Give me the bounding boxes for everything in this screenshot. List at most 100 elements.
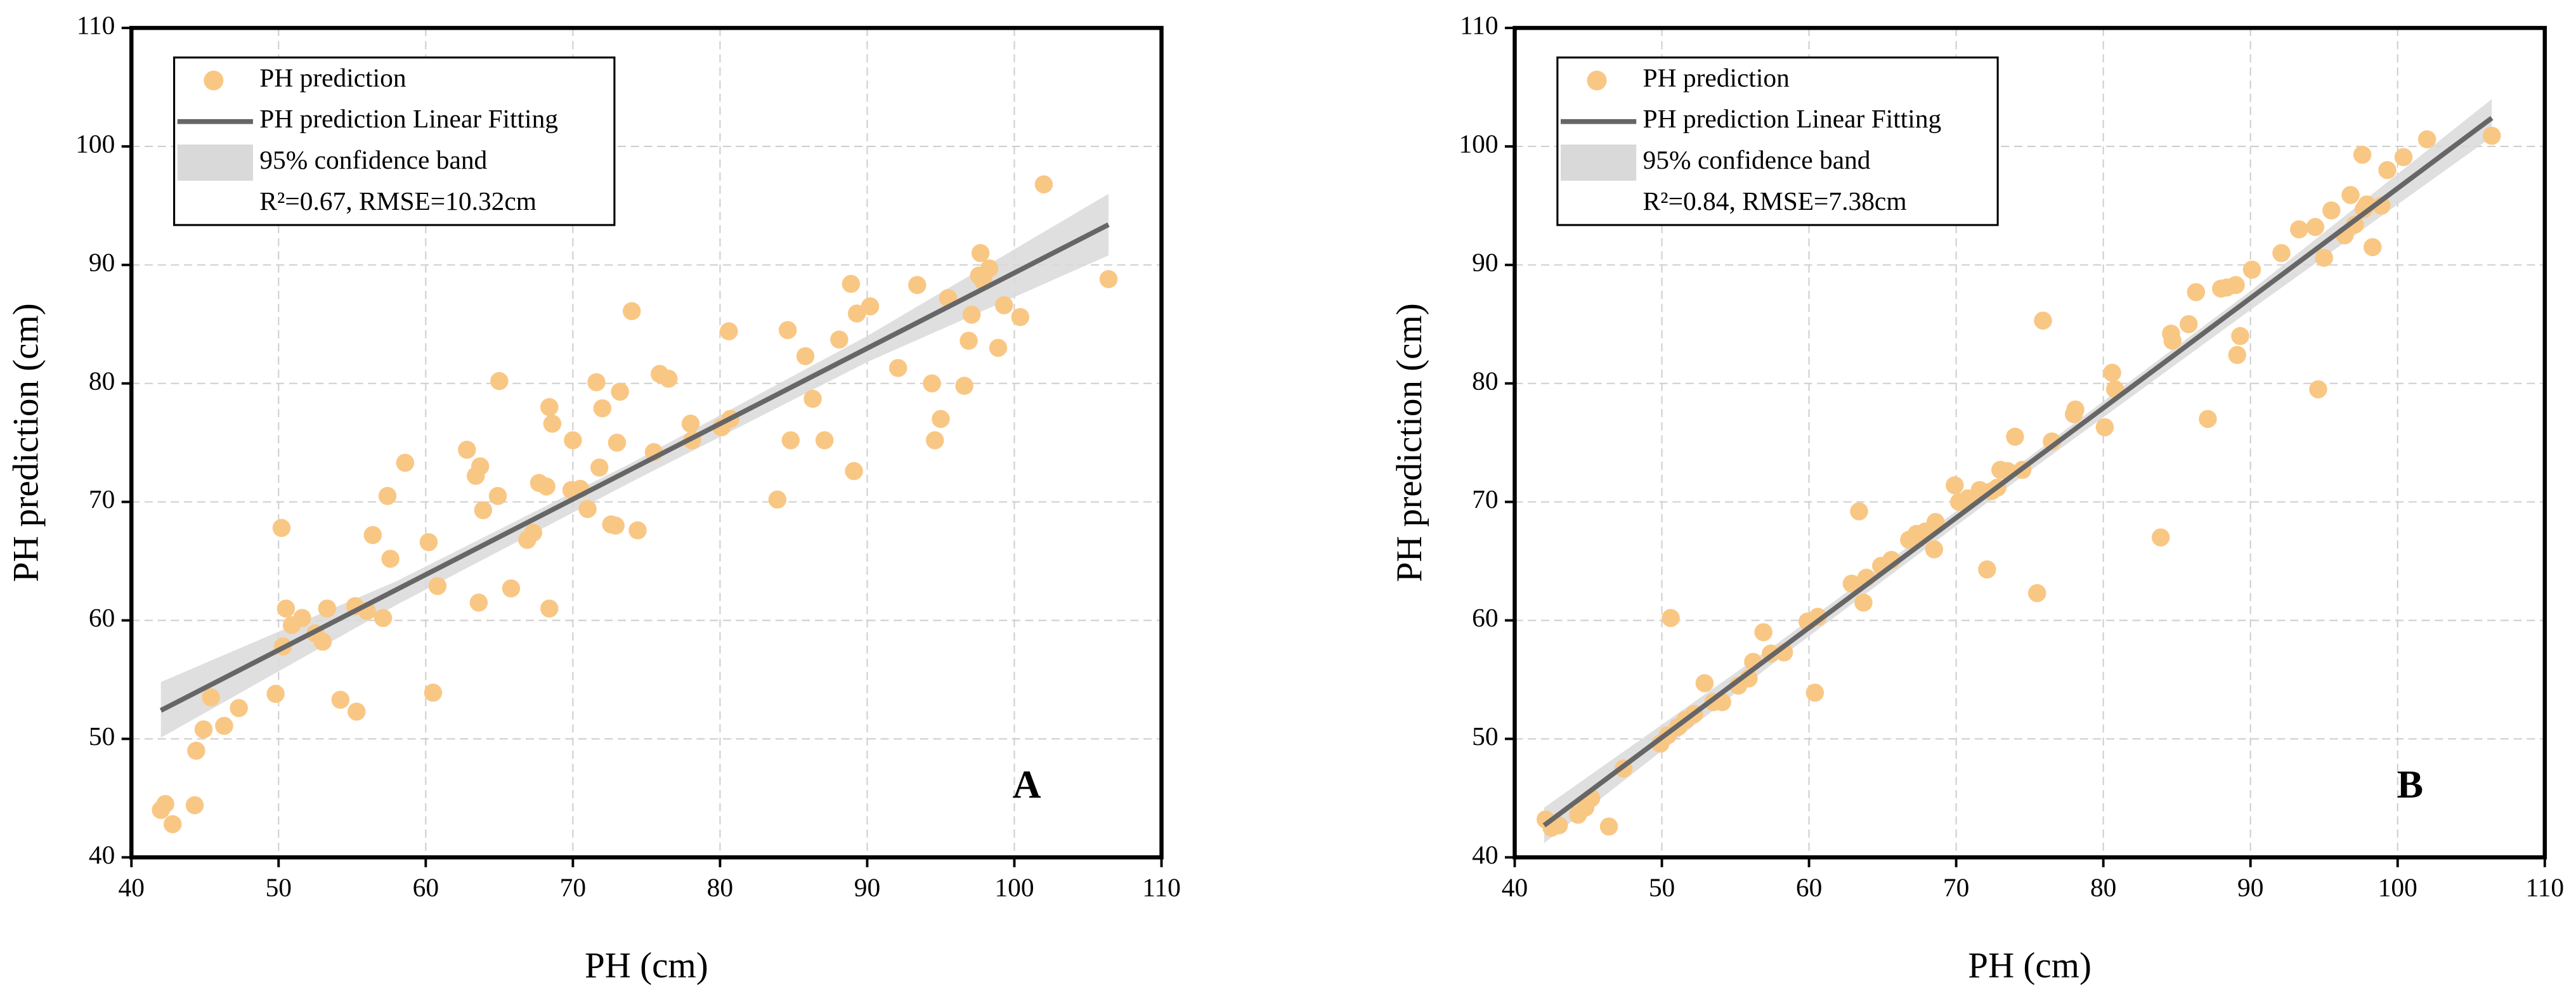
data-point bbox=[2103, 363, 2121, 382]
data-point bbox=[989, 339, 1008, 357]
x-tick-label: 50 bbox=[266, 873, 292, 902]
fit-line bbox=[159, 222, 1110, 713]
data-point bbox=[622, 302, 641, 320]
data-point bbox=[1850, 502, 1868, 521]
x-tick-label: 60 bbox=[413, 873, 439, 902]
data-point bbox=[590, 458, 609, 477]
data-point bbox=[2306, 217, 2325, 236]
data-point bbox=[488, 487, 507, 505]
data-point bbox=[2006, 427, 2024, 446]
data-point bbox=[2482, 126, 2501, 145]
data-point bbox=[925, 431, 944, 449]
data-point bbox=[720, 322, 738, 340]
data-point bbox=[363, 526, 382, 545]
data-point bbox=[374, 609, 393, 628]
data-point bbox=[1695, 674, 1714, 692]
data-point bbox=[1978, 560, 1996, 579]
annotation: R²=0.67, RMSE=10.32cm bbox=[259, 186, 537, 216]
data-point bbox=[2228, 346, 2247, 365]
data-point bbox=[681, 415, 700, 433]
data-point bbox=[419, 533, 438, 552]
data-point bbox=[2315, 249, 2333, 267]
data-point bbox=[606, 516, 625, 535]
legend-box bbox=[173, 56, 616, 226]
data-point bbox=[2199, 410, 2217, 429]
data-point bbox=[1809, 607, 1827, 626]
y-tick-label: 70 bbox=[89, 484, 115, 514]
y-tick-label: 50 bbox=[89, 721, 115, 751]
x-tick-label: 80 bbox=[707, 873, 733, 902]
y-tick-label: 60 bbox=[1472, 603, 1498, 632]
legend-box bbox=[1556, 56, 1999, 226]
data-point bbox=[272, 519, 291, 538]
data-point bbox=[778, 321, 797, 339]
y-tick-label: 90 bbox=[1472, 247, 1498, 276]
data-point bbox=[2394, 148, 2413, 167]
data-point bbox=[980, 259, 999, 278]
x-tick-label: 70 bbox=[560, 873, 586, 902]
data-point bbox=[923, 374, 941, 393]
x-tick-label: 90 bbox=[854, 873, 880, 902]
data-point bbox=[1099, 270, 1118, 288]
plot-frame bbox=[1512, 25, 2547, 860]
legend-label: PH prediction Linear Fitting bbox=[1643, 104, 1942, 133]
data-point bbox=[587, 373, 606, 392]
data-point bbox=[1754, 623, 1773, 642]
panel-label: B bbox=[2397, 763, 2423, 806]
y-tick-label: 110 bbox=[1460, 11, 1499, 40]
y-axis-label: PH prediction (cm) bbox=[1389, 303, 1429, 582]
y-axis-label: PH prediction (cm) bbox=[6, 303, 46, 582]
data-point bbox=[524, 523, 542, 542]
data-point bbox=[2322, 201, 2341, 220]
x-axis-label: PH (cm) bbox=[1968, 946, 2091, 986]
data-point bbox=[1034, 175, 1053, 194]
x-tick-label: 90 bbox=[2237, 873, 2263, 902]
data-point bbox=[163, 815, 182, 834]
legend-marker bbox=[1587, 70, 1607, 91]
data-point bbox=[540, 599, 559, 618]
data-point bbox=[2272, 243, 2291, 262]
data-point bbox=[803, 389, 822, 408]
data-point bbox=[2034, 311, 2052, 330]
data-point bbox=[2290, 220, 2308, 239]
data-point bbox=[1926, 513, 1945, 531]
y-tick-label: 110 bbox=[77, 11, 115, 40]
data-point bbox=[2227, 276, 2245, 294]
data-point bbox=[194, 720, 213, 739]
data-point bbox=[540, 398, 559, 417]
data-point bbox=[842, 275, 861, 294]
data-point bbox=[502, 579, 521, 598]
data-point bbox=[1549, 816, 1568, 835]
data-point bbox=[796, 347, 815, 366]
data-point bbox=[2417, 130, 2436, 149]
data-point bbox=[424, 683, 443, 702]
data-point bbox=[768, 490, 787, 509]
data-point bbox=[611, 382, 629, 401]
x-tick-label: 40 bbox=[119, 873, 145, 902]
plot-frame bbox=[129, 25, 1164, 860]
data-point bbox=[331, 690, 349, 709]
data-point bbox=[971, 243, 990, 262]
data-point bbox=[2187, 283, 2206, 302]
data-point bbox=[593, 399, 612, 418]
data-point bbox=[2309, 380, 2327, 399]
data-point bbox=[888, 359, 907, 377]
data-point bbox=[1925, 540, 1944, 559]
legend-label: 95% confidence band bbox=[1643, 145, 1871, 174]
legend-label: 95% confidence band bbox=[259, 145, 487, 174]
data-point bbox=[2378, 161, 2397, 179]
x-tick-label: 50 bbox=[1649, 873, 1675, 902]
data-point bbox=[2151, 528, 2170, 547]
data-point bbox=[1805, 683, 1825, 702]
x-axis-label: PH (cm) bbox=[585, 946, 708, 986]
data-point bbox=[2364, 238, 2382, 257]
y-tick-label: 40 bbox=[89, 840, 115, 869]
data-point bbox=[156, 794, 174, 813]
legend-marker bbox=[204, 70, 224, 91]
data-point bbox=[628, 521, 647, 540]
data-point bbox=[2179, 315, 2198, 333]
y-tick-label: 80 bbox=[1472, 366, 1498, 395]
y-tick-label: 50 bbox=[1472, 721, 1498, 751]
x-tick-label: 110 bbox=[1142, 873, 1181, 902]
